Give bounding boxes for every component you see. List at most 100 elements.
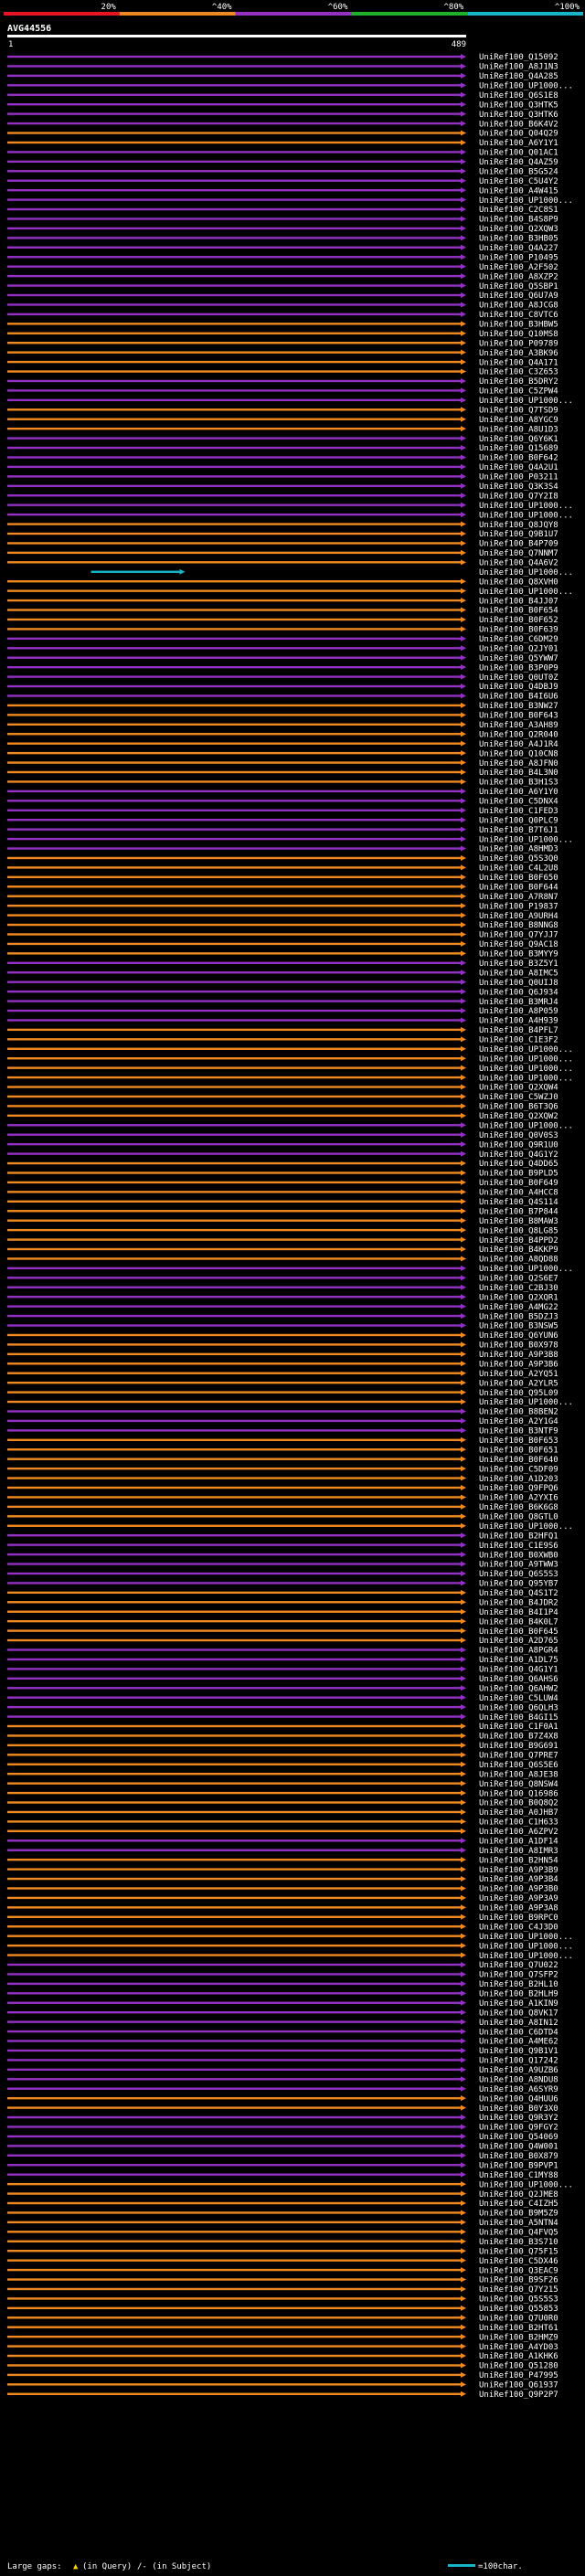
hit-label: UniRef100_Q10MS8 [479, 330, 558, 339]
hit-arrow [461, 1666, 466, 1672]
hit-arrow [461, 1685, 466, 1691]
hit-label: UniRef100_Q9R3Y2 [479, 2114, 558, 2123]
hit-arrow [461, 1341, 466, 1348]
hit-label: UniRef100_B3H1S3 [479, 779, 558, 788]
hit-bar [7, 1668, 461, 1670]
hit-arrow [461, 397, 466, 403]
hit-label: UniRef100_P03211 [479, 473, 558, 482]
hit-bar [7, 542, 461, 545]
hit-label: UniRef100_C1E3F2 [479, 1036, 558, 1045]
hit-bar [7, 914, 461, 917]
hit-label: UniRef100_B4I1P4 [479, 1608, 558, 1617]
hit-label: UniRef100_B0F652 [479, 616, 558, 625]
hit-bar [7, 1515, 461, 1518]
hit-arrow [461, 2381, 466, 2388]
hit-arrow [461, 1456, 466, 1462]
hit-bar [7, 332, 461, 334]
hit-arrow [461, 302, 466, 308]
hit-bar [7, 895, 461, 897]
hit-arrow [461, 798, 466, 804]
hit-arrow [461, 693, 466, 699]
hit-label: UniRef100_C5LUW4 [479, 1694, 558, 1703]
hit-bar [7, 1228, 461, 1232]
hit-bar [7, 323, 461, 325]
hit-label: UniRef100_A8IMC5 [479, 969, 558, 978]
hit-label: UniRef100_Q8NSW4 [479, 1780, 558, 1789]
hit-arrow [461, 72, 466, 79]
hit-label: UniRef100_Q6QLH3 [479, 1703, 558, 1712]
legend-gaps-text: Large gaps: [7, 2562, 62, 2571]
hit-arrow [461, 349, 466, 355]
hit-arrow [461, 435, 466, 441]
hit-arrow [461, 377, 466, 384]
hit-label: UniRef100_B3P0P9 [479, 663, 558, 673]
hit-bar [7, 513, 461, 516]
hit-arrow [461, 1570, 466, 1576]
hit-bar [7, 2106, 461, 2109]
hit-label: UniRef100_A8HMD3 [479, 845, 558, 854]
hit-bar [7, 465, 461, 469]
hit-bar [7, 2231, 461, 2233]
hit-arrow [179, 568, 186, 575]
hit-arrow [461, 2171, 466, 2178]
hit-bar [7, 1419, 461, 1423]
hit-bar [7, 475, 461, 478]
hit-arrow [461, 1552, 466, 1558]
hit-label: UniRef100_UP1000... [479, 588, 573, 597]
hit-arrow [461, 2353, 466, 2359]
hit-bar [7, 408, 461, 411]
hit-arrow [461, 1799, 466, 1806]
hit-arrow [461, 416, 466, 422]
hit-label: UniRef100_A4MG22 [479, 1303, 558, 1312]
hit-arrow [461, 2029, 466, 2035]
hit-bar [7, 1715, 461, 1718]
hit-bar [7, 207, 461, 211]
hit-bar [7, 1791, 461, 1795]
hit-bar [7, 1057, 461, 1060]
hit-label: UniRef100_A6Y1Y1 [479, 139, 558, 148]
hit-arrow [461, 884, 466, 890]
hit-arrow [461, 588, 466, 594]
hit-arrow [461, 826, 466, 832]
hit-bar [7, 112, 461, 115]
hit-arrow [461, 1331, 466, 1338]
hit-label: UniRef100_Q95L09 [479, 1389, 558, 1398]
hit-arrow [461, 1752, 466, 1758]
hit-label: UniRef100_A9TWW3 [479, 1561, 558, 1570]
hit-label: UniRef100_C2BJ30 [479, 1284, 558, 1293]
hit-label: UniRef100_Q6S1E8 [479, 91, 558, 101]
hit-label: UniRef100_A8XZP2 [479, 272, 558, 281]
hit-bar [7, 141, 461, 144]
hit-arrow [461, 645, 466, 652]
hit-arrow [461, 244, 466, 250]
hit-label: UniRef100_Q6S5E6 [479, 1761, 558, 1770]
hit-bar [7, 1963, 461, 1966]
scale-label: ^60% [328, 3, 348, 12]
hit-label: UniRef100_A8QD88 [479, 1256, 558, 1265]
hit-bar [7, 2115, 461, 2119]
hit-arrow [461, 1084, 466, 1090]
hit-label: UniRef100_Q6Y6K1 [479, 435, 558, 444]
hit-arrow [461, 578, 466, 585]
hit-label: UniRef100_Q0UIJ8 [479, 979, 558, 988]
hit-bar [7, 1849, 461, 1851]
hit-bar [7, 284, 461, 287]
hit-arrow [461, 874, 466, 880]
hit-label: UniRef100_B4L3N0 [479, 769, 558, 778]
hit-bar [7, 1438, 461, 1441]
hit-arrow [461, 1103, 466, 1109]
hit-arrow [461, 225, 466, 231]
hit-bar [7, 93, 461, 96]
hit-arrow [461, 2229, 466, 2235]
hit-bar [7, 265, 461, 268]
hit-arrow [461, 2343, 466, 2349]
hit-label: UniRef100_A1DL75 [479, 1656, 558, 1665]
hit-arrow [461, 1313, 466, 1320]
hit-label: UniRef100_A8YGC9 [479, 416, 558, 425]
hit-arrow [461, 1170, 466, 1176]
hit-arrow [461, 101, 466, 108]
hit-label: UniRef100_Q4A171 [479, 358, 558, 367]
hit-label: UniRef100_C1E9S6 [479, 1542, 558, 1551]
hit-arrow [461, 1904, 466, 1911]
hit-label: UniRef100_Q5YWW7 [479, 654, 558, 663]
